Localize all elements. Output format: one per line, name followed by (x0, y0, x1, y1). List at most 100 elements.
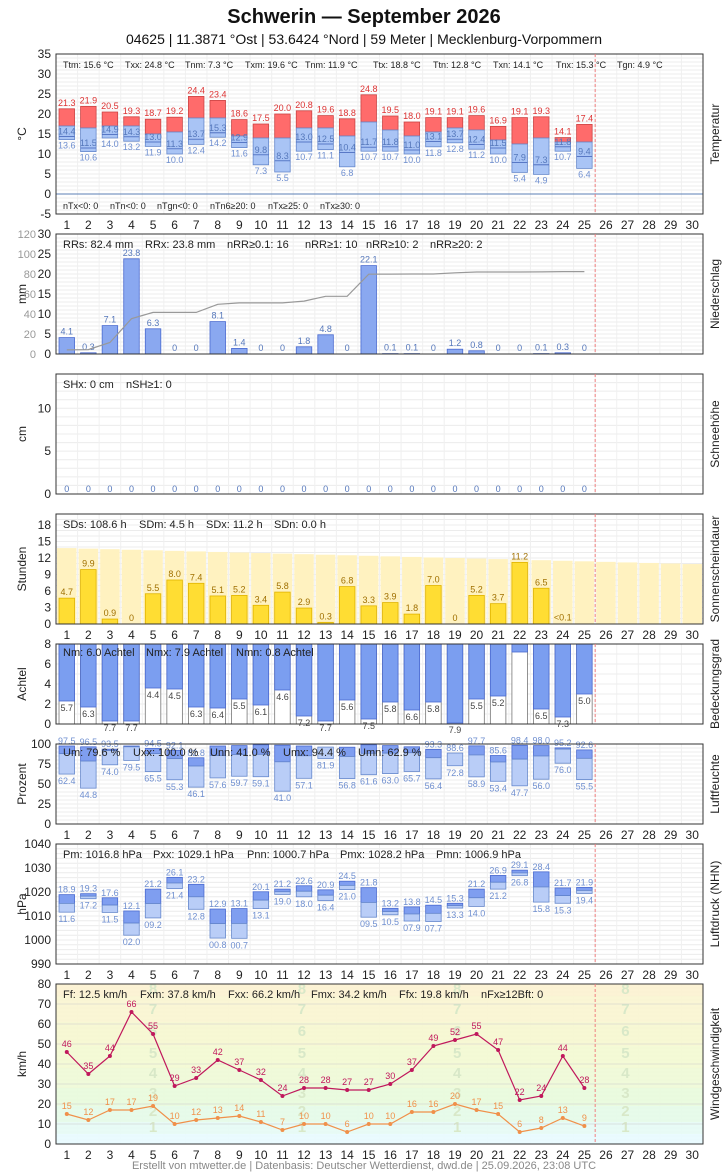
wind-mean-label: 10 (299, 1111, 309, 1121)
snow-label: 0 (194, 484, 199, 494)
pressure-day-label: 15 (362, 968, 376, 982)
wind-day-label: 1 (63, 1148, 70, 1162)
pressure-ylabel: hPa (15, 893, 29, 915)
temperature-min-label: 11.2 (468, 150, 485, 160)
pressure-ytick: 1040 (24, 837, 51, 851)
snow-label: 0 (151, 484, 156, 494)
temperature-min-bar (188, 117, 205, 145)
snow-label: 0 (302, 484, 307, 494)
sunshine-label: <0.1 (554, 613, 572, 623)
humidity-lower-bar (166, 758, 183, 781)
snow-label: 0 (496, 484, 501, 494)
temperature-mean-label: 12.5 (317, 134, 335, 144)
temperature-mean-label: 10.4 (338, 142, 356, 152)
sunshine-bar (338, 586, 356, 625)
humidity-upper-bar (533, 745, 550, 757)
snow-label: 0 (366, 484, 371, 494)
pressure-day-label: 24 (556, 968, 570, 982)
sunshine-bar (144, 593, 162, 625)
pressure-ytick: 1000 (24, 933, 51, 947)
temperature-min-bar (576, 141, 593, 169)
temperature-mean-label: 14.4 (58, 126, 76, 136)
humidity-day-label: 19 (448, 828, 462, 842)
precipitation-bar (209, 321, 226, 355)
cloud-label: 6.4 (211, 710, 224, 720)
temperature-max-label: 14.1 (554, 127, 572, 137)
sunshine-day-label: 18 (427, 628, 441, 642)
precipitation-ytick-cumulative: 20 (24, 329, 36, 341)
pressure-upper-bar (166, 876, 183, 884)
temperature-day-label: 26 (599, 218, 613, 232)
temperature-day-label: 4 (128, 218, 135, 232)
sunshine-ytick: 3 (44, 601, 51, 615)
wind-mean-label: 14 (234, 1103, 244, 1113)
sunshine-day-label: 21 (491, 628, 505, 642)
wind-beaufort-label: 3 (149, 1085, 157, 1102)
wind-mean-label: 15 (493, 1101, 503, 1111)
wind-mean-point (64, 1112, 69, 1116)
wind-day-label: 30 (686, 1148, 700, 1162)
wind-stat: Ffx: 19.8 km/h (399, 989, 469, 1001)
pressure-day-label: 16 (384, 968, 398, 982)
cloud-label: 4.6 (276, 692, 289, 702)
humidity-ytick: 75 (38, 757, 52, 771)
wind-day-label: 22 (513, 1148, 527, 1162)
temperature-day-label: 9 (236, 218, 243, 232)
footer-credit: Erstellt von mtwetter.de | Datenbasis: D… (131, 1160, 597, 1172)
precipitation-cumulative-line (66, 271, 585, 351)
pressure-ytick: 1020 (24, 885, 51, 899)
precipitation-bar (446, 348, 464, 355)
wind-gust-label: 52 (450, 1027, 460, 1037)
cloud-bar (533, 643, 550, 710)
wind-day-label: 19 (448, 1148, 462, 1162)
temperature-day-label: 2 (85, 218, 92, 232)
cloud-frame (55, 643, 704, 725)
humidity-min-label: 55.3 (166, 782, 184, 792)
pressure-stat: Pmx: 1028.2 hPa (340, 849, 425, 861)
wind-day-label: 11 (276, 1148, 289, 1162)
pressure-min-label: 09.2 (144, 920, 162, 930)
temperature-mean-label: 13.7 (446, 129, 464, 139)
pressure-day-label: 30 (686, 968, 700, 982)
precipitation-label: 23.8 (123, 248, 141, 258)
humidity-lower-bar (188, 765, 205, 788)
humidity-min-label: 41.0 (274, 793, 292, 803)
humidity-upper-bar (511, 744, 528, 760)
pressure-min-label: 19.4 (576, 895, 594, 905)
temperature-min-label: 5.4 (513, 173, 526, 183)
wind-beaufort-label: 3 (453, 1085, 461, 1102)
wind-gust-point (388, 1082, 393, 1086)
wind-ytick: 70 (38, 997, 52, 1011)
precipitation-label: 0 (517, 343, 522, 353)
sunshine-stat: SDx: 11.2 h (206, 519, 263, 531)
temperature-mean-label: 13.7 (187, 129, 205, 139)
cloud-label: 7.5 (362, 721, 375, 731)
pressure-min-label: 15.8 (532, 904, 550, 914)
snow-ytick: 10 (38, 401, 52, 415)
humidity-min-label: 59.1 (252, 779, 270, 789)
temperature-max-bar (446, 117, 464, 129)
temperature-max-label: 19.1 (446, 107, 464, 117)
humidity-day-label: 17 (405, 828, 419, 842)
humidity-day-label: 2 (85, 828, 92, 842)
wind-mean-point (474, 1108, 479, 1112)
wind-gust-label: 35 (83, 1061, 93, 1071)
pressure-day-label: 14 (340, 968, 354, 982)
wind-gust-point (129, 1010, 134, 1014)
temperature-min-bar (252, 137, 270, 166)
wind-gust-label: 44 (105, 1043, 115, 1053)
pressure-stat: Pxx: 1029.1 hPa (153, 849, 235, 861)
pressure-upper-bar (101, 897, 119, 906)
wind-mean-label: 11 (256, 1109, 265, 1119)
humidity-upper-bar (576, 749, 593, 759)
sunshine-label: 5.2 (233, 584, 246, 594)
cloud-ytick: 8 (44, 637, 51, 651)
temperature-ytick: 15 (38, 127, 52, 141)
sunshine-possible-bar (660, 563, 681, 624)
temperature-max-bar (209, 100, 226, 119)
snow-label: 0 (215, 484, 220, 494)
wind-beaufort-label: 1 (149, 1119, 157, 1136)
humidity-max-label: 92.1 (166, 740, 184, 750)
pressure-lower-bar (252, 899, 270, 909)
humidity-min-label: 57.1 (295, 780, 313, 790)
